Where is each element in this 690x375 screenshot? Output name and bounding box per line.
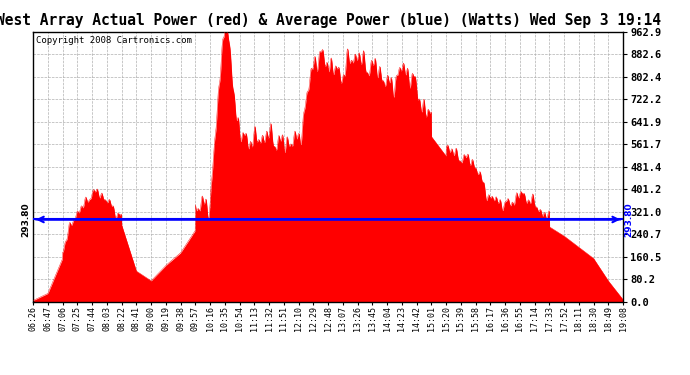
Text: 293.80: 293.80 (21, 202, 30, 237)
Text: 293.80: 293.80 (624, 202, 633, 237)
Text: Copyright 2008 Cartronics.com: Copyright 2008 Cartronics.com (36, 36, 192, 45)
Text: West Array Actual Power (red) & Average Power (blue) (Watts) Wed Sep 3 19:14: West Array Actual Power (red) & Average … (0, 13, 660, 28)
